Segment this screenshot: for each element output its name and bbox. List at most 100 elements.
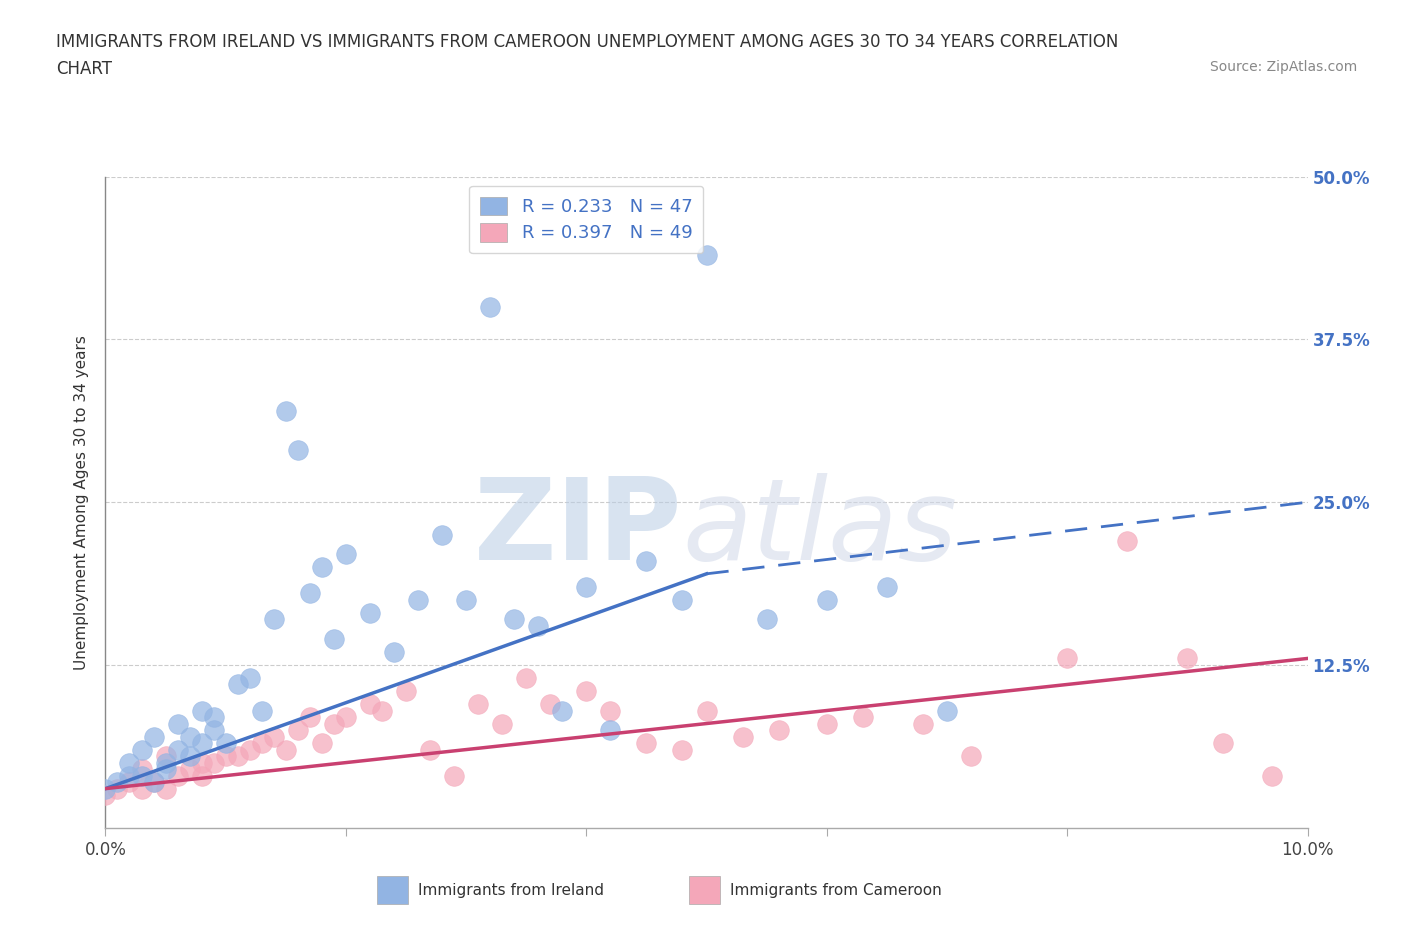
Point bbox=[155, 762, 177, 777]
Point bbox=[239, 671, 262, 685]
Point bbox=[131, 742, 153, 757]
Point bbox=[322, 631, 344, 646]
Point bbox=[382, 644, 405, 659]
Point bbox=[250, 703, 273, 718]
Text: ZIP: ZIP bbox=[474, 472, 682, 584]
Point bbox=[538, 697, 561, 711]
Point bbox=[239, 742, 262, 757]
Point bbox=[335, 547, 357, 562]
Point bbox=[131, 768, 153, 783]
Point bbox=[815, 716, 838, 731]
Point bbox=[142, 729, 165, 744]
Point bbox=[287, 443, 309, 458]
Point bbox=[94, 781, 117, 796]
Point bbox=[696, 703, 718, 718]
Point bbox=[815, 592, 838, 607]
Point bbox=[1175, 651, 1198, 666]
Point bbox=[406, 592, 429, 607]
Text: IMMIGRANTS FROM IRELAND VS IMMIGRANTS FROM CAMEROON UNEMPLOYMENT AMONG AGES 30 T: IMMIGRANTS FROM IRELAND VS IMMIGRANTS FR… bbox=[56, 33, 1119, 50]
Point bbox=[395, 684, 418, 698]
Point bbox=[142, 775, 165, 790]
Point bbox=[1260, 768, 1282, 783]
Point bbox=[636, 553, 658, 568]
Point bbox=[335, 710, 357, 724]
Point bbox=[755, 612, 778, 627]
Point bbox=[226, 677, 249, 692]
Point bbox=[202, 723, 225, 737]
Point bbox=[443, 768, 465, 783]
Point bbox=[263, 729, 285, 744]
Point bbox=[491, 716, 513, 731]
Point bbox=[575, 579, 598, 594]
Point bbox=[287, 723, 309, 737]
Point bbox=[671, 592, 693, 607]
Point bbox=[94, 788, 117, 803]
Point bbox=[155, 781, 177, 796]
Point bbox=[936, 703, 959, 718]
Point bbox=[419, 742, 441, 757]
Point bbox=[960, 749, 983, 764]
Point bbox=[214, 749, 236, 764]
Point bbox=[131, 762, 153, 777]
Point bbox=[1116, 534, 1139, 549]
Point bbox=[1212, 736, 1234, 751]
Point bbox=[503, 612, 526, 627]
Point bbox=[166, 716, 188, 731]
Point bbox=[527, 618, 550, 633]
Point bbox=[155, 749, 177, 764]
Point bbox=[479, 299, 502, 314]
Point bbox=[202, 755, 225, 770]
Point bbox=[599, 703, 621, 718]
Point bbox=[454, 592, 477, 607]
Point bbox=[118, 775, 141, 790]
Point bbox=[551, 703, 574, 718]
Point bbox=[311, 560, 333, 575]
Point bbox=[575, 684, 598, 698]
Point bbox=[179, 762, 201, 777]
Point bbox=[263, 612, 285, 627]
Point bbox=[226, 749, 249, 764]
Point bbox=[515, 671, 537, 685]
Point bbox=[190, 736, 212, 751]
Point bbox=[274, 404, 297, 418]
Y-axis label: Unemployment Among Ages 30 to 34 years: Unemployment Among Ages 30 to 34 years bbox=[75, 335, 90, 670]
Point bbox=[190, 755, 212, 770]
Point bbox=[107, 781, 129, 796]
Point bbox=[107, 775, 129, 790]
Point bbox=[190, 703, 212, 718]
Point bbox=[202, 710, 225, 724]
Point bbox=[179, 729, 201, 744]
Point bbox=[876, 579, 898, 594]
Point bbox=[250, 736, 273, 751]
Legend: R = 0.233   N = 47, R = 0.397   N = 49: R = 0.233 N = 47, R = 0.397 N = 49 bbox=[470, 186, 703, 253]
Point bbox=[430, 527, 453, 542]
Point bbox=[768, 723, 790, 737]
Point bbox=[371, 703, 394, 718]
Point bbox=[852, 710, 875, 724]
Text: atlas: atlas bbox=[682, 472, 957, 584]
Point bbox=[911, 716, 934, 731]
Point bbox=[671, 742, 693, 757]
Point bbox=[190, 768, 212, 783]
Point bbox=[359, 697, 381, 711]
Point bbox=[155, 755, 177, 770]
Point bbox=[599, 723, 621, 737]
Point bbox=[118, 768, 141, 783]
Point bbox=[179, 749, 201, 764]
Point bbox=[214, 736, 236, 751]
Point bbox=[298, 586, 321, 601]
Point bbox=[467, 697, 489, 711]
Point bbox=[142, 775, 165, 790]
Text: Source: ZipAtlas.com: Source: ZipAtlas.com bbox=[1209, 60, 1357, 74]
Point bbox=[118, 755, 141, 770]
Point bbox=[311, 736, 333, 751]
Text: CHART: CHART bbox=[56, 60, 112, 78]
Point bbox=[274, 742, 297, 757]
Point bbox=[131, 781, 153, 796]
Point bbox=[166, 768, 188, 783]
Text: Immigrants from Ireland: Immigrants from Ireland bbox=[418, 883, 603, 897]
Point bbox=[322, 716, 344, 731]
Point bbox=[166, 742, 188, 757]
Point bbox=[696, 247, 718, 262]
Point bbox=[731, 729, 754, 744]
